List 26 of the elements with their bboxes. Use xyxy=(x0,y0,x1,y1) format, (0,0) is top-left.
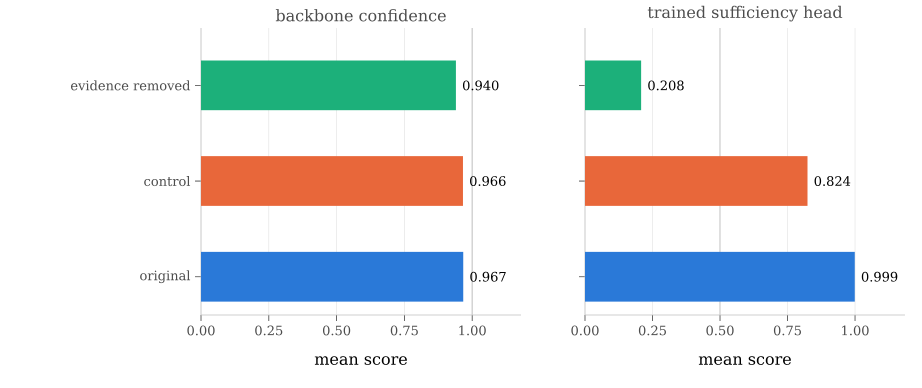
x-tick-label: 0.75 xyxy=(390,326,418,336)
data-label: 0.999 xyxy=(862,272,898,282)
data-label: 0.824 xyxy=(814,176,850,186)
data-label: 0.967 xyxy=(470,272,506,282)
y-tick-label: control xyxy=(144,176,190,186)
x-tick-label: 0.75 xyxy=(774,326,801,336)
x-tick-label: 0.50 xyxy=(706,326,734,336)
data-label: 0.966 xyxy=(470,176,506,186)
bar xyxy=(585,252,855,302)
data-label: 0.940 xyxy=(462,80,498,90)
x-tick-label: 0.00 xyxy=(187,326,215,336)
data-label: 0.208 xyxy=(648,80,684,90)
x-tick-label: 1.00 xyxy=(459,326,486,336)
bar xyxy=(585,156,808,206)
x-tick-label: 0.25 xyxy=(255,326,282,336)
chart-title: trained sufficiency head xyxy=(648,6,842,22)
y-tick-label: original xyxy=(140,270,190,284)
x-tick-label: 1.00 xyxy=(842,326,869,336)
chart-title: backbone confidence xyxy=(276,9,446,22)
y-tick-label: evidence removed xyxy=(71,80,190,90)
x-tick-label: 0.00 xyxy=(571,326,599,336)
x-tick-label: 0.25 xyxy=(638,326,666,336)
bar xyxy=(585,60,642,110)
x-axis-title: mean score xyxy=(314,356,407,365)
x-tick-label: 0.50 xyxy=(322,326,350,336)
x-axis-title: mean score xyxy=(698,356,791,365)
